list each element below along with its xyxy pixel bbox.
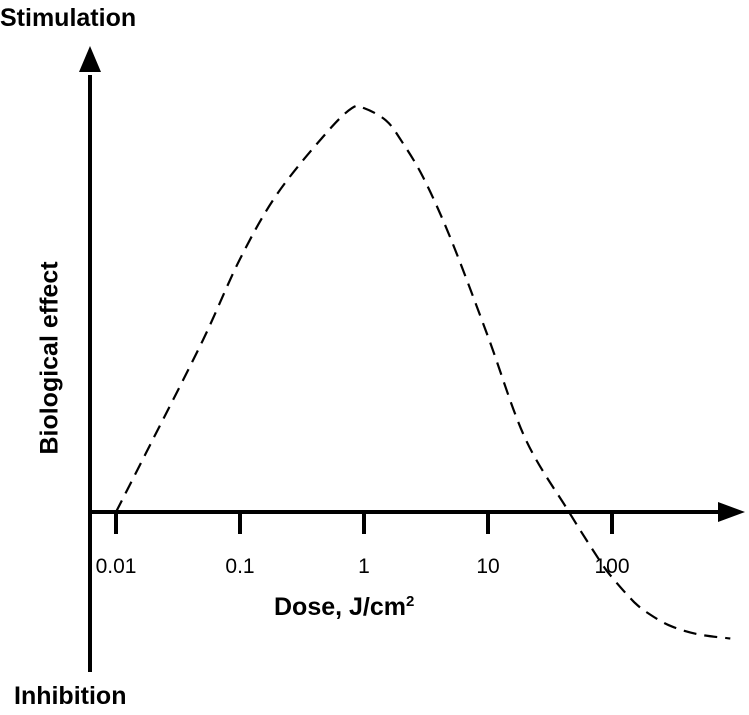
y-axis-arrowhead — [79, 46, 101, 72]
x-axis-tick-labels: 0.01 0.1 1 10 100 — [96, 555, 630, 578]
x-axis-arrowhead — [718, 502, 745, 522]
y-axis-title: Biological effect — [35, 261, 64, 455]
series-line — [115, 104, 731, 640]
x-axis-ticks — [114, 512, 614, 534]
x-axis-title-text: Dose, J/cm — [274, 593, 407, 621]
inhibition-label: Inhibition — [14, 682, 127, 710]
x-axis-title: Dose, J/cm2 — [274, 593, 414, 622]
x-tick-label: 0.1 — [225, 555, 254, 578]
x-tick-label: 0.01 — [96, 555, 137, 578]
stimulation-label: Stimulation — [0, 4, 137, 32]
x-tick-label: 10 — [476, 555, 499, 578]
x-tick-label: 100 — [594, 555, 629, 578]
x-tick-label: 1 — [358, 555, 370, 578]
x-axis-title-superscript: 2 — [406, 593, 415, 610]
